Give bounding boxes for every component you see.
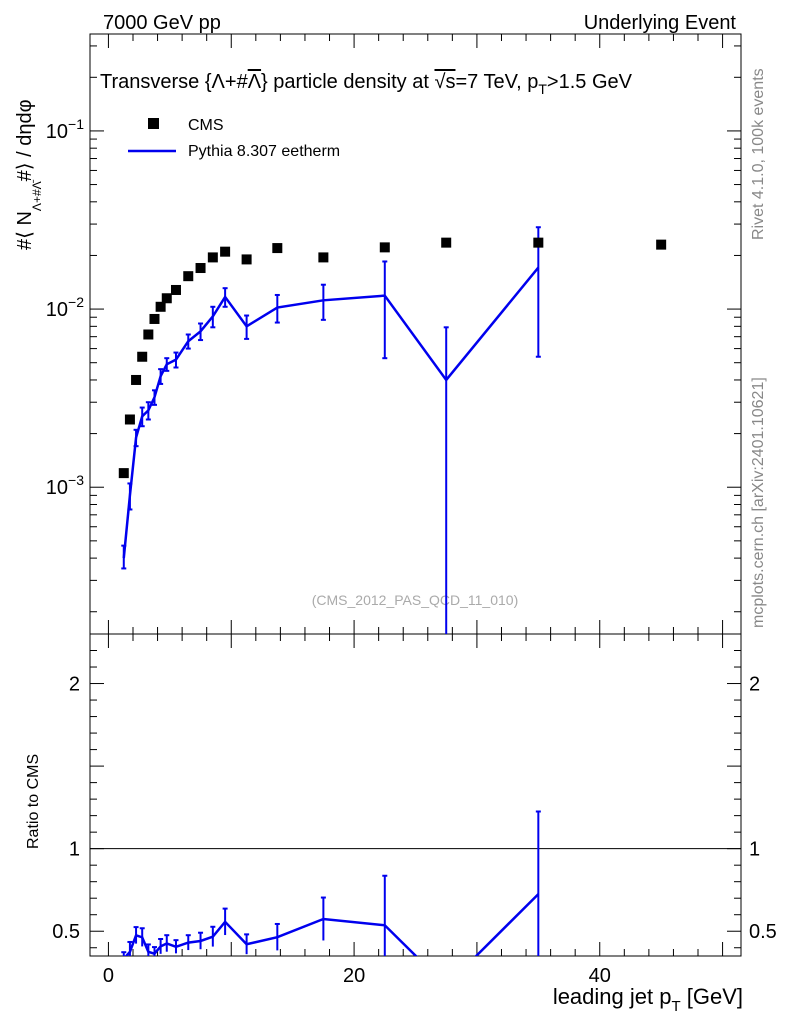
y-tick-label: 10−1 [46,116,84,143]
cms-point [241,254,252,265]
cms-point [318,252,329,263]
plot-title: Transverse {Λ+#Λ} particle density at √s… [100,71,633,97]
ratio-tick-label-right: 1 [749,839,760,861]
legend-cms-label: CMS [188,117,224,134]
side-text-rivet: Rivet 4.1.0, 100k events [750,68,767,240]
ratio-tick-label-right: 0.5 [749,921,777,943]
main-axis-ticks: 10−3 10−2 10−1 [46,45,741,613]
ratio-axis-ticks: 0.5 0.5 1 1 2 2 [52,633,777,949]
cms-point [533,237,544,248]
header-right: Underlying Event [584,12,737,34]
ratio-y-axis-label: Ratio to CMS [25,754,42,849]
cms-point [379,242,390,253]
ratio-tick-label-left: 0.5 [52,921,80,943]
cms-point [195,263,206,274]
legend-cms-marker [148,118,159,129]
cms-point [149,313,160,324]
analysis-watermark: (CMS_2012_PAS_QCD_11_010) [312,592,519,608]
cms-point [207,252,218,263]
y-tick-label: 10−2 [46,294,84,321]
cms-point [170,284,181,295]
ratio-tick-label-left: 1 [69,839,80,861]
pythia-ratio-series [121,810,541,956]
x-axis-label: leading jet pT [GeV] [553,984,743,1015]
cms-point [131,374,142,385]
cms-point [161,293,172,304]
ratio-plot-frame [89,633,742,957]
x-tick-label: 40 [589,965,611,987]
cms-point [137,351,148,362]
cms-series [118,237,667,479]
cms-point [272,243,283,254]
side-text-mcplots: mcplots.cern.ch [arXiv:2401.10621] [750,377,767,628]
legend-pythia-label: Pythia 8.307 eetherm [188,143,340,160]
cms-point [143,329,154,340]
cms-point [183,271,194,282]
cms-point [118,468,129,479]
y-axis-label: #⟨ NΛ+#Λ̄#⟩ / dηdφ [14,99,44,250]
ratio-tick-label-right: 2 [749,674,760,696]
legend: CMS Pythia 8.307 eetherm [128,117,340,160]
cms-point [124,414,135,425]
ratio-tick-label-left: 2 [69,674,80,696]
cms-point [656,239,667,250]
cms-point [155,301,166,312]
header-left: 7000 GeV pp [103,12,221,34]
y-tick-label: 10−3 [46,472,84,499]
x-tick-label: 20 [343,965,365,987]
pythia-series [121,226,541,634]
x-tick-label: 0 [103,965,114,987]
cms-point [441,237,452,248]
pythia-line [122,266,540,559]
pythia-ratio-line [124,893,540,956]
x-axis-ticks: 0 20 40 [103,34,724,987]
cms-point [220,246,231,257]
